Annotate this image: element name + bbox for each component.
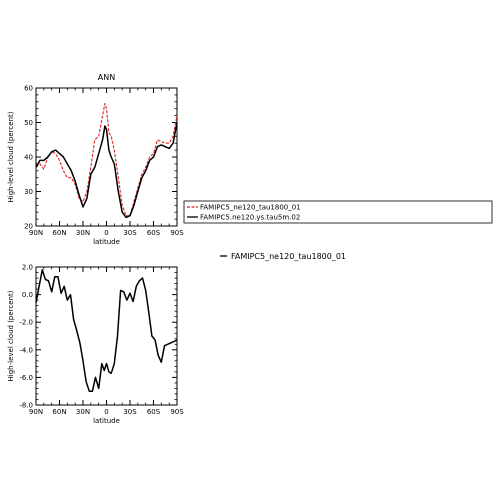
x-tick-label: 60N xyxy=(52,229,66,237)
x-axis-label: latitude xyxy=(93,238,120,246)
y-tick-label: 0.0 xyxy=(22,291,33,299)
series-line-1 xyxy=(35,102,178,217)
series-line-1 xyxy=(35,269,178,392)
x-tick-label: 30N xyxy=(76,229,90,237)
x-tick-label: 0 xyxy=(104,229,108,237)
legend-box xyxy=(183,200,493,224)
plot-frame xyxy=(35,266,178,406)
y-tick-label: 20 xyxy=(24,223,33,231)
x-tick-label: 90N xyxy=(29,229,43,237)
x-tick-label: 30N xyxy=(76,408,90,416)
y-tick-label: 40 xyxy=(24,154,33,162)
panel-1: ANN 20 30 40 50 60 90N 60N 30N 0 30S 60S 90S latitude… xyxy=(7,73,493,246)
x-tick-label: 60S xyxy=(147,408,161,416)
y-tick-label: 60 xyxy=(24,85,33,93)
y-tick-label: -4.0 xyxy=(19,346,33,354)
x-tick-label: 90S xyxy=(170,229,184,237)
y-tick-label: 50 xyxy=(24,119,33,127)
x-tick-label: 90S xyxy=(170,408,184,416)
y-tick-label: 2.0 xyxy=(22,264,33,272)
x-tick-label: 60N xyxy=(52,408,66,416)
x-tick-label: 30S xyxy=(123,229,137,237)
y-tick-label: -8.0 xyxy=(19,402,33,410)
legend-entry: FAMIPC5.ne120.ys.tau5m.02 xyxy=(200,214,300,222)
legend-entry: FAMIPC5_ne120_tau1800_01 xyxy=(200,204,301,212)
y-tick-label: -2.0 xyxy=(19,319,33,327)
legend-entry: FAMIPC5_ne120_tau1800_01 xyxy=(231,252,346,261)
x-tick-label: 30S xyxy=(123,408,137,416)
x-tick-label: 90N xyxy=(29,408,43,416)
panel-2: -8.0 -6.0 -4.0 -2.0 0.0 2.0 90N 60N 30N 0 30S 60S 90… xyxy=(7,252,346,425)
y-tick-label: 30 xyxy=(24,188,33,196)
x-tick-label: 60S xyxy=(147,229,161,237)
chart-title: ANN xyxy=(98,73,115,82)
y-axis-label: High-level cloud (percent) xyxy=(7,111,15,202)
series-line-2 xyxy=(35,122,178,219)
x-axis-label: latitude xyxy=(93,417,120,425)
x-tick-label: 0 xyxy=(104,408,108,416)
y-tick-label: -6.0 xyxy=(19,374,33,382)
y-axis-label: High-level cloud (percent) xyxy=(7,290,15,381)
